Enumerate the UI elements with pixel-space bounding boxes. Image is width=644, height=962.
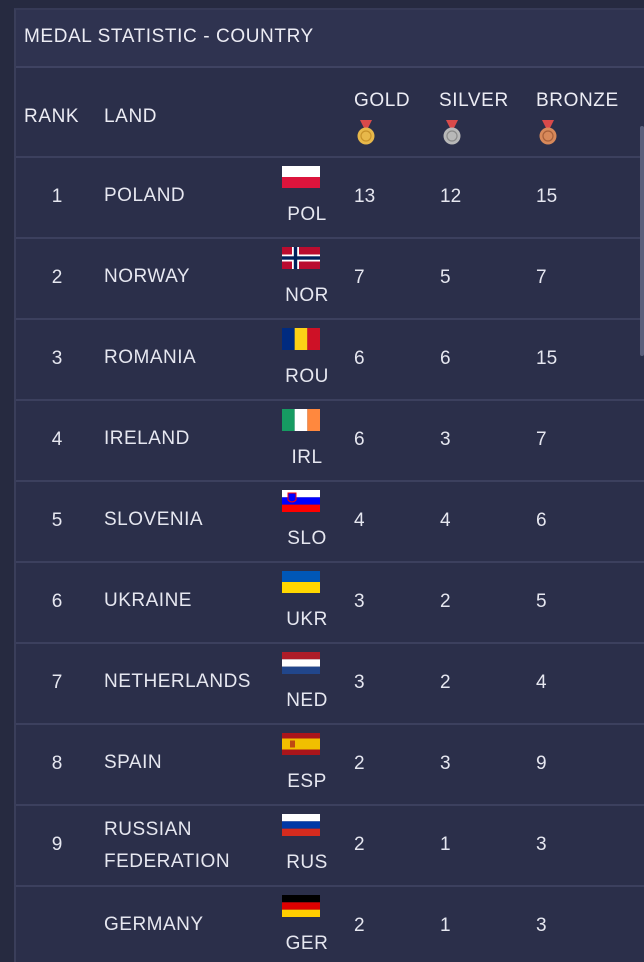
ukraine-flag-icon xyxy=(282,571,320,593)
rank-cell: 3 xyxy=(51,348,63,369)
column-header-land[interactable]: LAND xyxy=(104,106,158,127)
rank-cell: 8 xyxy=(51,753,63,774)
bronze-count-cell: 4 xyxy=(536,672,547,693)
country-code-cell: UKR xyxy=(286,609,328,630)
table-row-pol[interactable]: 1 POLAND POL 13 12 15 xyxy=(16,158,644,239)
silver-medal-icon xyxy=(443,120,461,145)
medal-table-panel: MEDAL STATISTIC - COUNTRY RANK LAND GOLD… xyxy=(14,8,644,962)
bronze-count-cell: 6 xyxy=(536,510,547,531)
silver-count-cell: 1 xyxy=(440,915,451,936)
bronze-count-cell: 15 xyxy=(536,186,558,207)
panel-title: MEDAL STATISTIC - COUNTRY xyxy=(24,26,314,47)
romania-flag-icon xyxy=(282,328,320,350)
country-name-cell: IRELAND xyxy=(104,428,190,449)
germany-flag-icon xyxy=(282,895,320,917)
panel-header: MEDAL STATISTIC - COUNTRY xyxy=(16,10,644,68)
norway-flag-icon xyxy=(282,247,320,269)
table-row-slo[interactable]: 5 SLOVENIA SLO 4 4 6 xyxy=(16,482,644,563)
country-name-cell: NETHERLANDS xyxy=(104,671,251,692)
bronze-count-cell: 7 xyxy=(536,429,547,450)
silver-count-cell: 6 xyxy=(440,348,451,369)
gold-count-cell: 6 xyxy=(354,348,365,369)
table-row-ukr[interactable]: 6 UKRAINE UKR 3 2 5 xyxy=(16,563,644,644)
bronze-medal-icon xyxy=(539,120,557,145)
bronze-count-cell: 15 xyxy=(536,348,558,369)
table-row-ned[interactable]: 7 NETHERLANDS NED 3 2 4 xyxy=(16,644,644,725)
silver-count-cell: 5 xyxy=(440,267,451,288)
column-header-bronze[interactable]: BRONZE xyxy=(536,90,619,111)
silver-count-cell: 2 xyxy=(440,672,451,693)
table-header-row: RANK LAND GOLD SILVER BRONZE xyxy=(16,68,644,158)
country-code-cell: ROU xyxy=(285,366,329,387)
table-row-rou[interactable]: 3 ROMANIA ROU 6 6 15 xyxy=(16,320,644,401)
country-name-cell: NORWAY xyxy=(104,266,191,287)
country-name-cell: ROMANIA xyxy=(104,347,197,368)
table-row-irl[interactable]: 4 IRELAND IRL 6 3 7 xyxy=(16,401,644,482)
ireland-flag-icon xyxy=(282,409,320,431)
gold-count-cell: 3 xyxy=(354,672,365,693)
silver-count-cell: 1 xyxy=(440,834,451,855)
country-name-cell: GERMANY xyxy=(104,914,204,935)
gold-count-cell: 13 xyxy=(354,186,376,207)
bronze-count-cell: 3 xyxy=(536,915,547,936)
bronze-count-cell: 5 xyxy=(536,591,547,612)
country-name-cell: SLOVENIA xyxy=(104,509,204,530)
country-name-cell: UKRAINE xyxy=(104,590,192,611)
gold-medal-icon xyxy=(357,120,375,145)
country-code-cell: NED xyxy=(286,690,328,711)
table-row-nor[interactable]: 2 NORWAY NOR 7 5 7 xyxy=(16,239,644,320)
gold-count-cell: 7 xyxy=(354,267,365,288)
column-header-gold[interactable]: GOLD xyxy=(354,90,411,111)
silver-count-cell: 2 xyxy=(440,591,451,612)
bronze-count-cell: 3 xyxy=(536,834,547,855)
country-code-cell: GER xyxy=(285,933,329,954)
poland-flag-icon xyxy=(282,166,320,188)
rank-cell: 2 xyxy=(51,267,63,288)
bronze-count-cell: 9 xyxy=(536,753,547,774)
silver-count-cell: 12 xyxy=(440,186,462,207)
rank-cell: 7 xyxy=(51,672,63,693)
table-body: 1 POLAND POL 13 12 15 2 NORWAY NOR 7 5 7… xyxy=(16,158,644,962)
russia-flag-icon xyxy=(282,814,320,836)
silver-count-cell: 4 xyxy=(440,510,451,531)
rank-cell: 5 xyxy=(51,510,63,531)
table-row-ger[interactable]: GERMANY GER 2 1 3 xyxy=(16,887,644,962)
country-code-cell: NOR xyxy=(285,285,329,306)
scrollbar-thumb[interactable] xyxy=(640,126,644,356)
spain-flag-icon xyxy=(282,733,320,755)
rank-cell: 6 xyxy=(51,591,63,612)
country-name-cell: RUSSIAN FEDERATION xyxy=(104,819,231,872)
silver-count-cell: 3 xyxy=(440,429,451,450)
country-code-cell: RUS xyxy=(286,852,328,873)
country-code-cell: ESP xyxy=(287,771,327,792)
country-code-cell: POL xyxy=(287,204,327,225)
rank-cell: 9 xyxy=(51,834,63,855)
gold-count-cell: 3 xyxy=(354,591,365,612)
column-header-silver[interactable]: SILVER xyxy=(439,90,509,111)
country-name-cell: POLAND xyxy=(104,185,186,206)
country-name-cell: SPAIN xyxy=(104,752,163,773)
bronze-count-cell: 7 xyxy=(536,267,547,288)
gold-count-cell: 2 xyxy=(354,834,365,855)
slovenia-flag-icon xyxy=(282,490,320,512)
rank-cell: 1 xyxy=(51,186,63,207)
gold-count-cell: 2 xyxy=(354,753,365,774)
rank-cell: 4 xyxy=(51,429,63,450)
column-header-rank[interactable]: RANK xyxy=(24,106,80,127)
gold-count-cell: 6 xyxy=(354,429,365,450)
country-code-cell: SLO xyxy=(287,528,327,549)
gold-count-cell: 4 xyxy=(354,510,365,531)
table-row-esp[interactable]: 8 SPAIN ESP 2 3 9 xyxy=(16,725,644,806)
country-code-cell: IRL xyxy=(291,447,323,468)
silver-count-cell: 3 xyxy=(440,753,451,774)
gold-count-cell: 2 xyxy=(354,915,365,936)
table-row-rus[interactable]: 9 RUSSIAN FEDERATION RUS 2 1 3 xyxy=(16,806,644,887)
netherlands-flag-icon xyxy=(282,652,320,674)
